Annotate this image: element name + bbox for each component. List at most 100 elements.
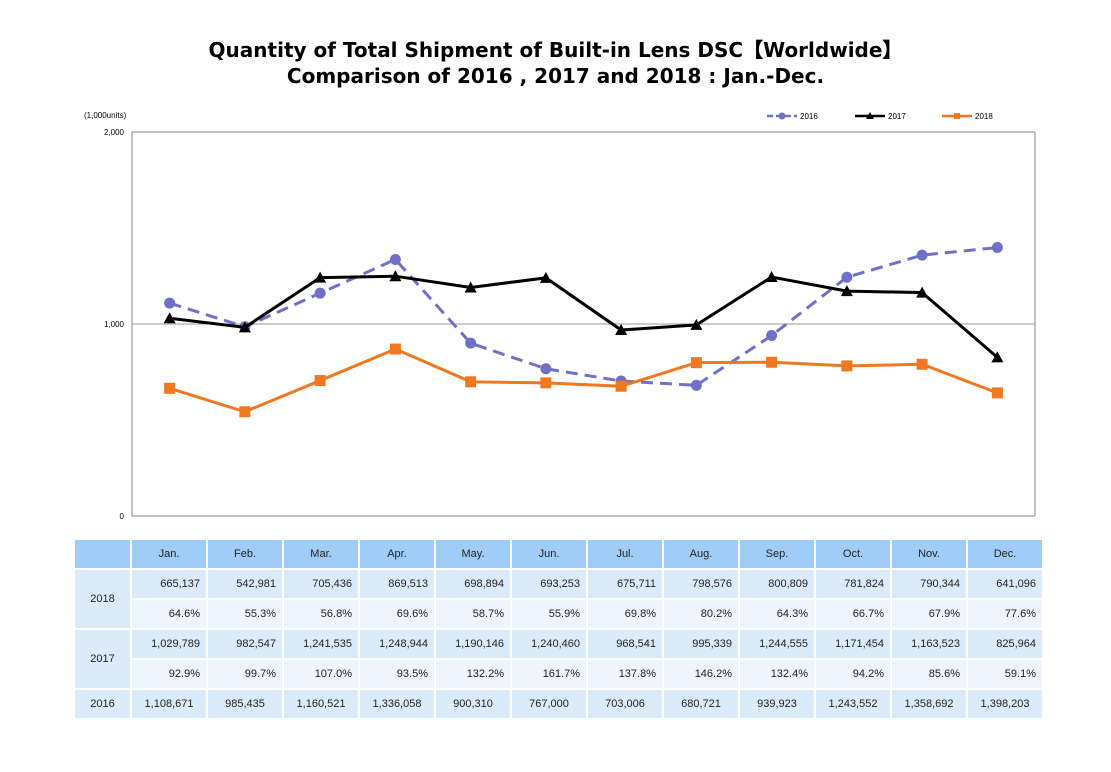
- month-header: May.: [436, 540, 510, 568]
- data-point-2018: [690, 357, 702, 369]
- ratio-cell: 132.4%: [740, 660, 814, 688]
- ratio-cell: 69.8%: [588, 600, 662, 628]
- table-corner: [75, 540, 130, 568]
- units-cell: 800,809: [740, 570, 814, 598]
- units-cell: 1,398,203: [968, 690, 1042, 718]
- units-cell: 1,241,535: [284, 630, 358, 658]
- month-header: Aug.: [664, 540, 738, 568]
- ratio-cell: 64.3%: [740, 600, 814, 628]
- ratio-cell: 58.7%: [436, 600, 510, 628]
- units-cell: 1,243,552: [816, 690, 890, 718]
- chart-title-line1: Quantity of Total Shipment of Built-in L…: [208, 38, 903, 62]
- ratio-cell: 146.2%: [664, 660, 738, 688]
- units-cell: 1,244,555: [740, 630, 814, 658]
- data-point-2017: [991, 351, 1004, 363]
- ratio-cell: 93.5%: [360, 660, 434, 688]
- ratio-cell: 107.0%: [284, 660, 358, 688]
- data-point-2018: [615, 380, 627, 392]
- y-axis-label: (1,000units): [84, 111, 127, 120]
- units-cell: 703,006: [588, 690, 662, 718]
- ratio-cell: 80.2%: [664, 600, 738, 628]
- data-point-2016: [389, 253, 401, 265]
- units-cell: 665,137: [132, 570, 206, 598]
- units-cell: 790,344: [892, 570, 966, 598]
- data-point-2017: [840, 285, 853, 297]
- units-cell: 675,711: [588, 570, 662, 598]
- year-label: 2016: [75, 690, 130, 718]
- units-cell: 693,253: [512, 570, 586, 598]
- data-point-2017: [615, 324, 628, 336]
- units-cell: 985,435: [208, 690, 282, 718]
- units-cell: 1,163,523: [892, 630, 966, 658]
- data-point-2018: [239, 406, 251, 418]
- legend-marker-2016: [778, 112, 786, 120]
- table-row: 2018 665,137 542,981 705,436 869,513 698,894 6…: [75, 570, 1042, 628]
- ratio-cell: 59.1%: [968, 660, 1042, 688]
- legend-label-2016: 2016: [800, 112, 818, 121]
- data-point-2018: [841, 360, 853, 372]
- units-cell: 781,824: [816, 570, 890, 598]
- ratio-cell: 64.6%: [132, 600, 206, 628]
- units-cell: 798,576: [664, 570, 738, 598]
- y-tick-label: 2,000: [104, 128, 125, 137]
- legend-label-2017: 2017: [888, 112, 906, 121]
- data-point-2016: [766, 330, 778, 342]
- units-cell: 1,171,454: [816, 630, 890, 658]
- month-header: Jun.: [512, 540, 586, 568]
- table-row: 2016 1,108,671 985,435 1,160,521 1,336,058 90…: [75, 690, 1042, 718]
- year-label: 2017: [75, 630, 130, 688]
- units-cell: 869,513: [360, 570, 434, 598]
- series-line-2017: [169, 274, 999, 359]
- data-point-2016: [841, 271, 853, 283]
- units-cell: 705,436: [284, 570, 358, 598]
- month-header: Jul.: [588, 540, 662, 568]
- units-cell: 995,339: [664, 630, 738, 658]
- ratio-cell: 161.7%: [512, 660, 586, 688]
- month-header: Sep.: [740, 540, 814, 568]
- ratio-cell: 92.9%: [132, 660, 206, 688]
- data-point-2016: [916, 249, 928, 261]
- series-2018: [164, 343, 1003, 418]
- ratio-cell: 66.7%: [816, 600, 890, 628]
- ratio-cell: 94.2%: [816, 660, 890, 688]
- data-point-2017: [916, 286, 929, 298]
- data-point-2018: [389, 343, 401, 355]
- units-cell: 1,190,146: [436, 630, 510, 658]
- data-point-2018: [766, 356, 778, 368]
- data-point-2017: [163, 312, 176, 324]
- units-cell: 1,358,692: [892, 690, 966, 718]
- table-row: 2017 1,029,789 982,547 1,241,535 1,248,944 1,…: [75, 630, 1042, 688]
- month-header: Apr.: [360, 540, 434, 568]
- units-cell: 1,108,671: [132, 690, 206, 718]
- data-point-2016: [465, 337, 477, 349]
- units-cell: 939,923: [740, 690, 814, 718]
- units-cell: 1,248,944: [360, 630, 434, 658]
- data-point-2018: [991, 387, 1003, 399]
- data-point-2016: [314, 287, 326, 299]
- month-header: Jan.: [132, 540, 206, 568]
- units-cell: 1,029,789: [132, 630, 206, 658]
- data-table: Jan. Feb. Mar. Apr. May. Jun. Jul. Aug. Sep. Oct.…: [73, 538, 1044, 720]
- units-cell: 1,336,058: [360, 690, 434, 718]
- data-point-2018: [314, 375, 326, 387]
- data-point-2017: [464, 281, 477, 293]
- year-label: 2018: [75, 570, 130, 628]
- ratio-cell: 85.6%: [892, 660, 966, 688]
- month-header: Nov.: [892, 540, 966, 568]
- ratio-cell: 55.9%: [512, 600, 586, 628]
- data-point-2018: [164, 382, 176, 394]
- ratio-cell: 69.6%: [360, 600, 434, 628]
- month-header: Dec.: [968, 540, 1042, 568]
- units-cell: 767,000: [512, 690, 586, 718]
- units-cell: 641,096: [968, 570, 1042, 598]
- units-cell: 1,160,521: [284, 690, 358, 718]
- data-point-2016: [540, 363, 552, 375]
- data-point-2017: [389, 270, 402, 282]
- month-header: Oct.: [816, 540, 890, 568]
- legend-marker-2018: [954, 113, 960, 119]
- line-chart: 0 1,000 2,000 (1,000units) 2016 2017 2018: [84, 111, 1036, 521]
- units-cell: 542,981: [208, 570, 282, 598]
- ratio-cell: 77.6%: [968, 600, 1042, 628]
- data-point-2018: [540, 377, 552, 389]
- units-cell: 825,964: [968, 630, 1042, 658]
